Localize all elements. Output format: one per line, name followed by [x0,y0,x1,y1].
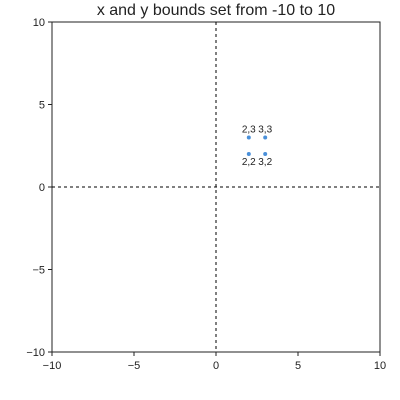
data-point-label: 2,2 [242,157,256,168]
data-point [246,152,251,156]
y-tick-label: 0 [39,182,45,194]
x-tick-label: 5 [295,360,301,372]
y-tick-label: 5 [39,100,45,112]
data-point-label: 3,3 [258,125,272,136]
x-tick-label: 10 [374,360,386,372]
y-tick-label: 10 [33,17,45,29]
plot-area: −10 −5 0 5 10 −10 −5 0 5 10 2,3 3,3 2,2 3,2 [26,17,386,372]
data-point-label: 3,2 [258,157,272,168]
y-tick-label: −10 [26,347,45,359]
y-tick-label: −5 [32,265,45,277]
chart-title: x and y bounds set from -10 to 10 [97,2,335,19]
data-point-label: 2,3 [242,125,256,136]
data-point [263,135,268,140]
data-point [246,135,251,140]
data-point [263,152,268,156]
x-tick-label: −5 [128,360,141,372]
x-tick-label: −10 [43,360,62,372]
x-tick-label: 0 [213,360,219,372]
